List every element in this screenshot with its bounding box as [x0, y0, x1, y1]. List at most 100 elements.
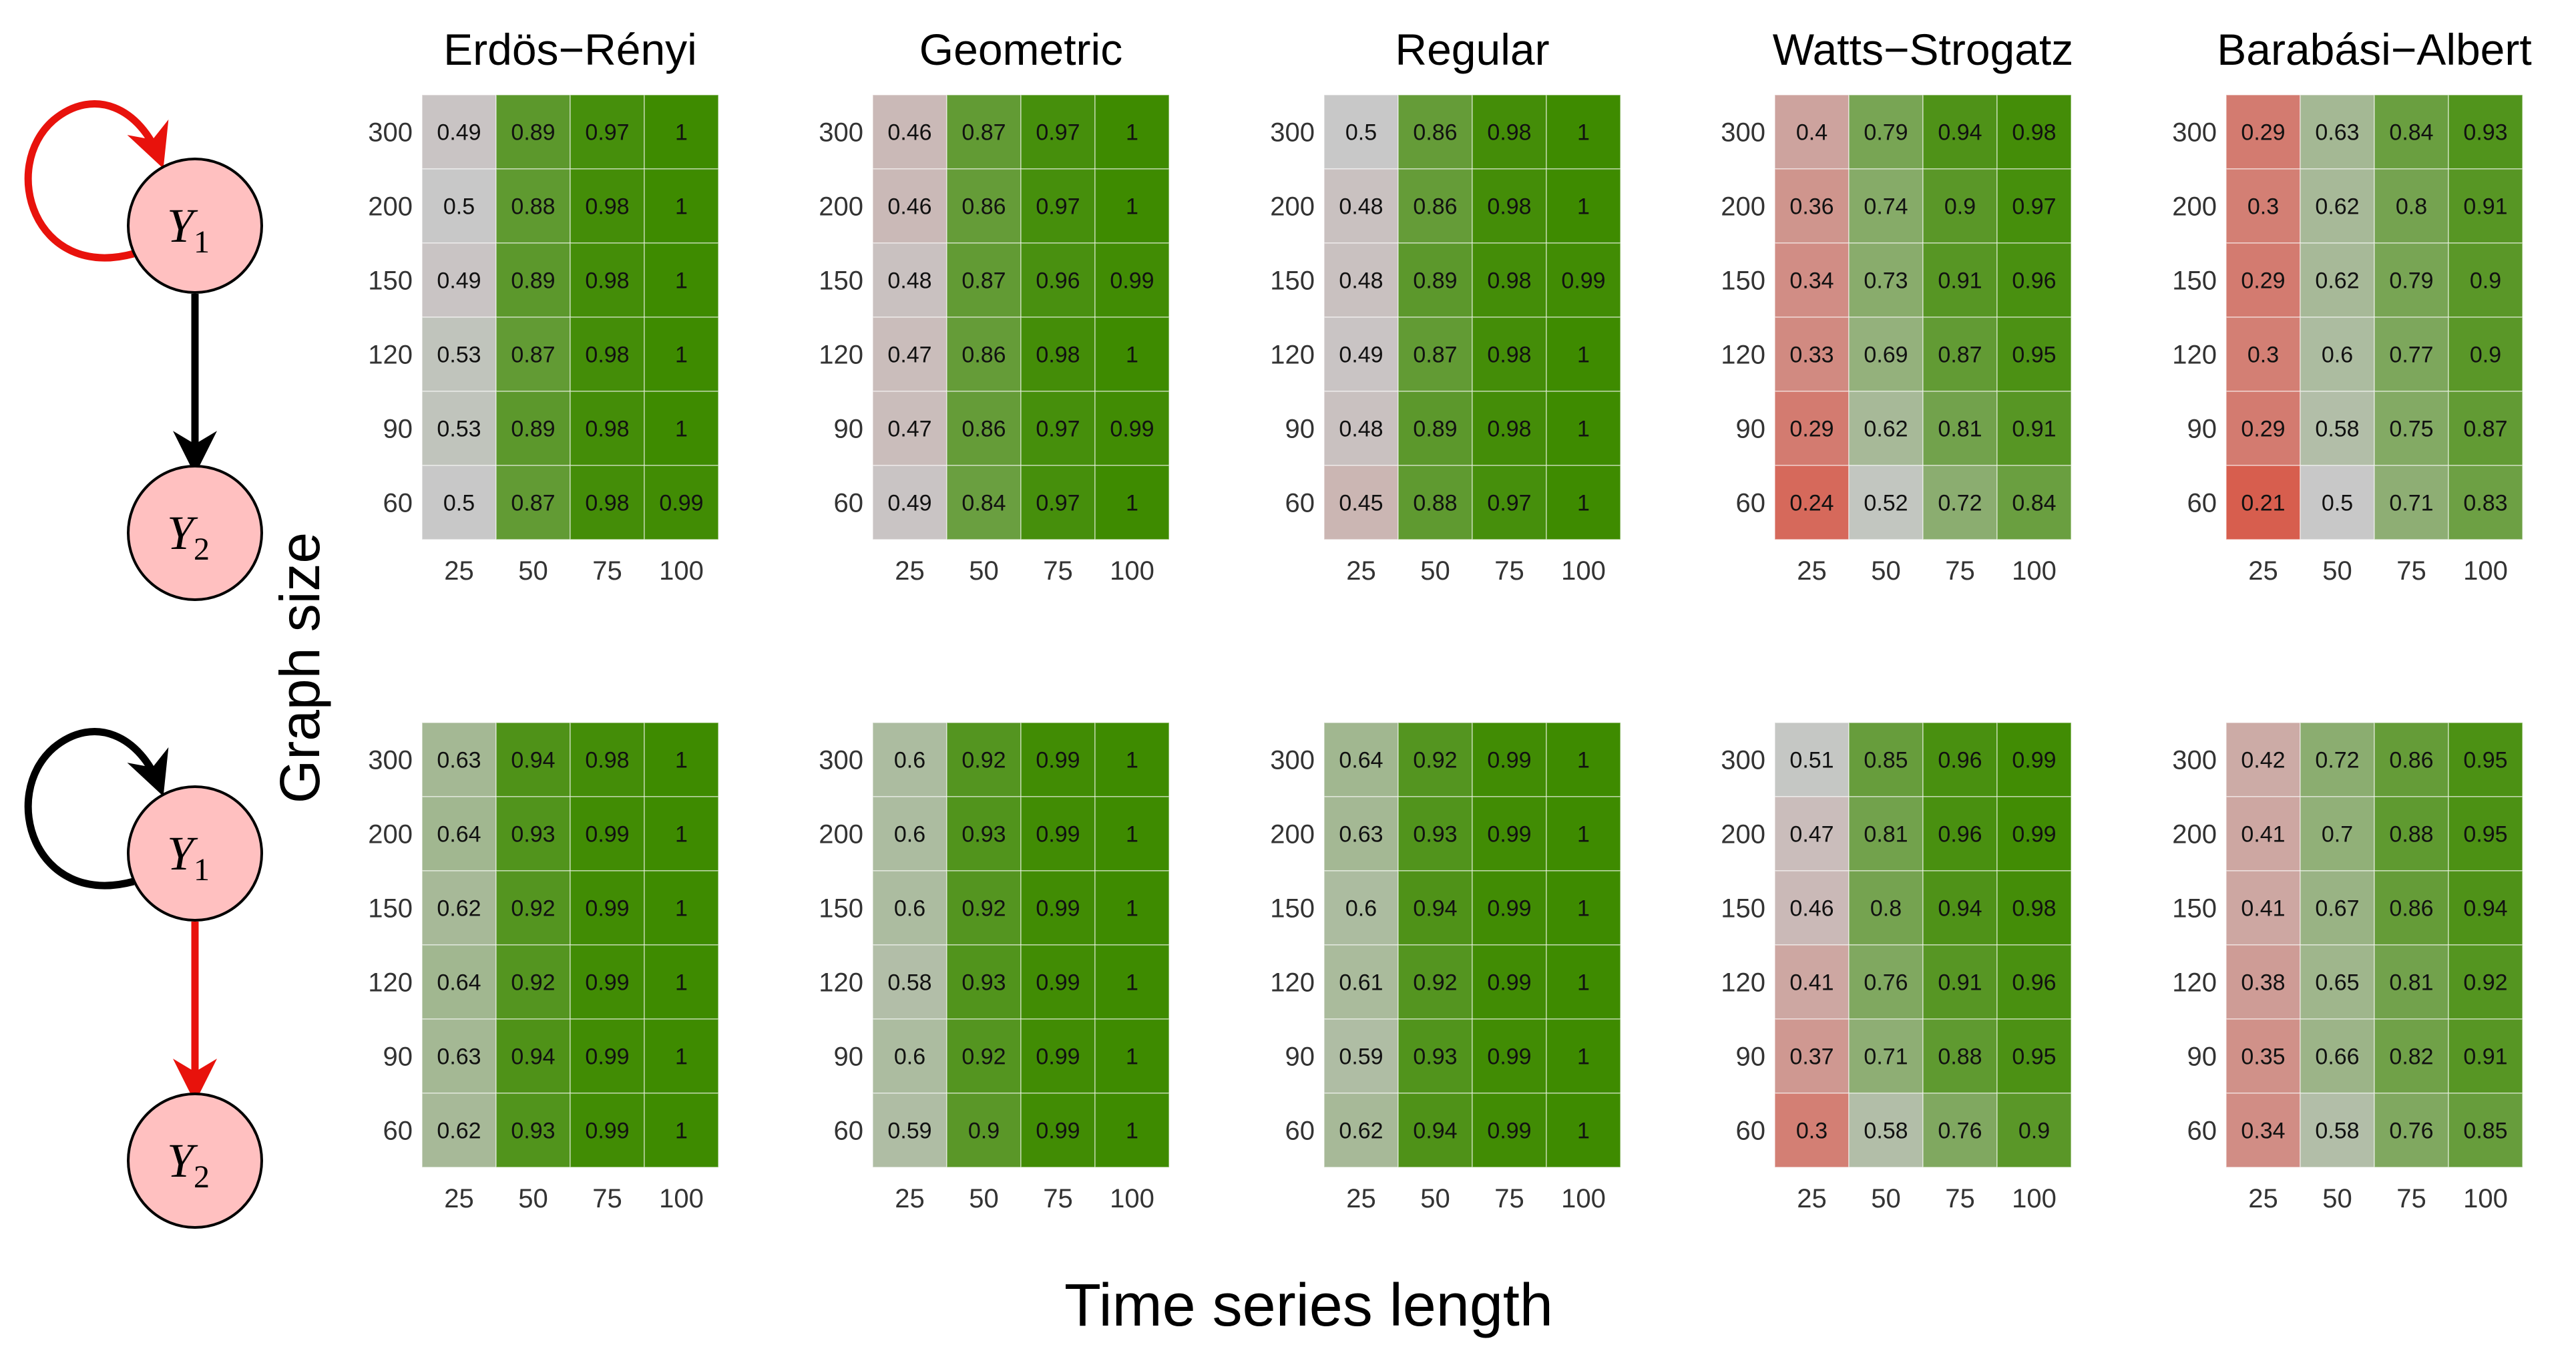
heatmap-cell: [2374, 94, 2449, 170]
heatmap-cell: [1020, 94, 1096, 170]
cell-value-label: 0.35: [2241, 1044, 2285, 1070]
cell-value-label: 0.53: [437, 343, 481, 368]
y-tick-label: 60: [1285, 489, 1315, 518]
cell-value-label: 0.71: [1864, 1044, 1908, 1070]
heatmap-cell: [495, 1018, 571, 1094]
heatmap-cell: [2374, 870, 2449, 946]
y-tick-label: 120: [2172, 341, 2217, 370]
cell-value-label: 1: [675, 268, 688, 294]
cell-value-label: 0.91: [2012, 417, 2056, 442]
heatmap-cell: [1774, 1093, 1850, 1168]
cell-value-label: 0.96: [1938, 748, 1982, 773]
heatmap-cell: [1094, 465, 1170, 540]
heatmap-cell: [1323, 465, 1399, 540]
heatmap-cell: [1922, 1093, 1998, 1168]
heatmap-cell: [1996, 391, 2072, 466]
heatmap-cell: [872, 1018, 947, 1094]
cell-value-label: 1: [1126, 491, 1138, 516]
cell-value-label: 0.76: [1938, 1119, 1982, 1144]
x-tick-label: 100: [659, 1184, 704, 1213]
cell-value-label: 1: [675, 896, 688, 922]
cell-value-label: 0.97: [1487, 491, 1531, 516]
cell-value-label: 1: [675, 417, 688, 442]
heatmap-cell: [1472, 391, 1547, 466]
x-tick-label: 75: [1043, 556, 1073, 586]
heatmap-cell: [1398, 944, 1473, 1020]
y-tick-label: 200: [1721, 820, 1765, 849]
y-tick-label: 300: [1270, 746, 1315, 775]
cell-value-label: 0.94: [2463, 896, 2507, 922]
cell-value-label: 0.94: [511, 1044, 555, 1070]
heatmap-cell: [1996, 317, 2072, 392]
heatmap-cell: [1020, 391, 1096, 466]
cell-value-label: 1: [1577, 417, 1590, 442]
cell-value-label: 0.93: [961, 970, 1006, 996]
heatmap-cell: [2374, 168, 2449, 244]
panel-title: Watts−Strogatz: [1773, 25, 2074, 74]
cell-value-label: 0.98: [585, 343, 629, 368]
heatmap-cell: [1323, 1093, 1399, 1168]
x-tick-label: 75: [592, 556, 622, 586]
heatmap-cell: [1848, 1093, 1924, 1168]
cell-value-label: 0.98: [585, 417, 629, 442]
cell-value-label: 0.9: [1944, 194, 1976, 220]
cell-value-label: 0.65: [2315, 970, 2359, 996]
x-axis-label: Time series length: [1064, 1272, 1553, 1339]
heatmap-cell: [1472, 242, 1547, 318]
heatmap-cell: [1094, 94, 1170, 170]
heatmap-cell: [495, 1093, 571, 1168]
cell-value-label: 1: [1577, 896, 1590, 922]
heatmap-cell: [1774, 391, 1850, 466]
cell-value-label: 0.8: [1870, 896, 1902, 922]
heatmap-cell: [1996, 168, 2072, 244]
cell-value-label: 0.98: [1487, 343, 1531, 368]
y-tick-label: 300: [368, 118, 413, 148]
cell-value-label: 0.91: [2463, 194, 2507, 220]
heatmap-cell: [2225, 94, 2301, 170]
y-tick-label: 150: [1270, 894, 1315, 924]
heatmap-cell: [1996, 465, 2072, 540]
cell-value-label: 0.61: [1339, 970, 1383, 996]
cell-value-label: 0.34: [1789, 268, 1834, 294]
cell-value-label: 0.29: [1789, 417, 1834, 442]
heatmap-cell: [2448, 796, 2523, 871]
y-tick-label: 300: [2172, 746, 2217, 775]
x-tick-label: 100: [1561, 556, 1606, 586]
heatmap-cell: [1094, 1093, 1170, 1168]
heatmap-cell: [1020, 317, 1096, 392]
heatmap-cell: [872, 722, 947, 797]
cell-value-label: 0.48: [1339, 268, 1383, 294]
cell-value-label: 0.51: [1789, 748, 1834, 773]
heatmap-cell: [1546, 391, 1621, 466]
cell-value-label: 0.53: [437, 417, 481, 442]
cell-value-label: 0.24: [1789, 491, 1834, 516]
heatmap-cell: [1546, 317, 1621, 392]
cell-value-label: 1: [1577, 194, 1590, 220]
cell-value-label: 0.66: [2315, 1044, 2359, 1070]
cell-value-label: 0.87: [511, 343, 555, 368]
cell-value-label: 1: [1577, 970, 1590, 996]
heatmap-panel: Erdös−Rényi 0.49 0.89 0.97 1 0.5 0.88 0.98 1 0.49…: [368, 25, 719, 586]
y-tick-label: 150: [2172, 266, 2217, 296]
cell-value-label: 0.48: [1339, 417, 1383, 442]
self-loop-edge: [24, 100, 169, 262]
cell-value-label: 0.21: [2241, 491, 2285, 516]
x-tick-label: 100: [659, 556, 704, 586]
cell-value-label: 0.33: [1789, 343, 1834, 368]
heatmap-cell: [421, 391, 497, 466]
heatmap-cell: [495, 944, 571, 1020]
heatmap-cell: [946, 1093, 1022, 1168]
cell-value-label: 0.6: [894, 748, 925, 773]
cell-value-label: 0.87: [961, 120, 1006, 146]
y-tick-label: 120: [819, 968, 863, 998]
x-tick-label: 50: [1420, 1184, 1450, 1213]
cell-value-label: 0.82: [2389, 1044, 2433, 1070]
heatmap-cell: [2374, 944, 2449, 1020]
heatmap-cell: [570, 1018, 645, 1094]
heatmap-cell: [421, 722, 497, 797]
cell-value-label: 0.38: [2241, 970, 2285, 996]
y-tick-label: 90: [1285, 415, 1315, 444]
cell-value-label: 0.95: [2012, 1044, 2056, 1070]
cell-value-label: 0.94: [1413, 1119, 1457, 1144]
